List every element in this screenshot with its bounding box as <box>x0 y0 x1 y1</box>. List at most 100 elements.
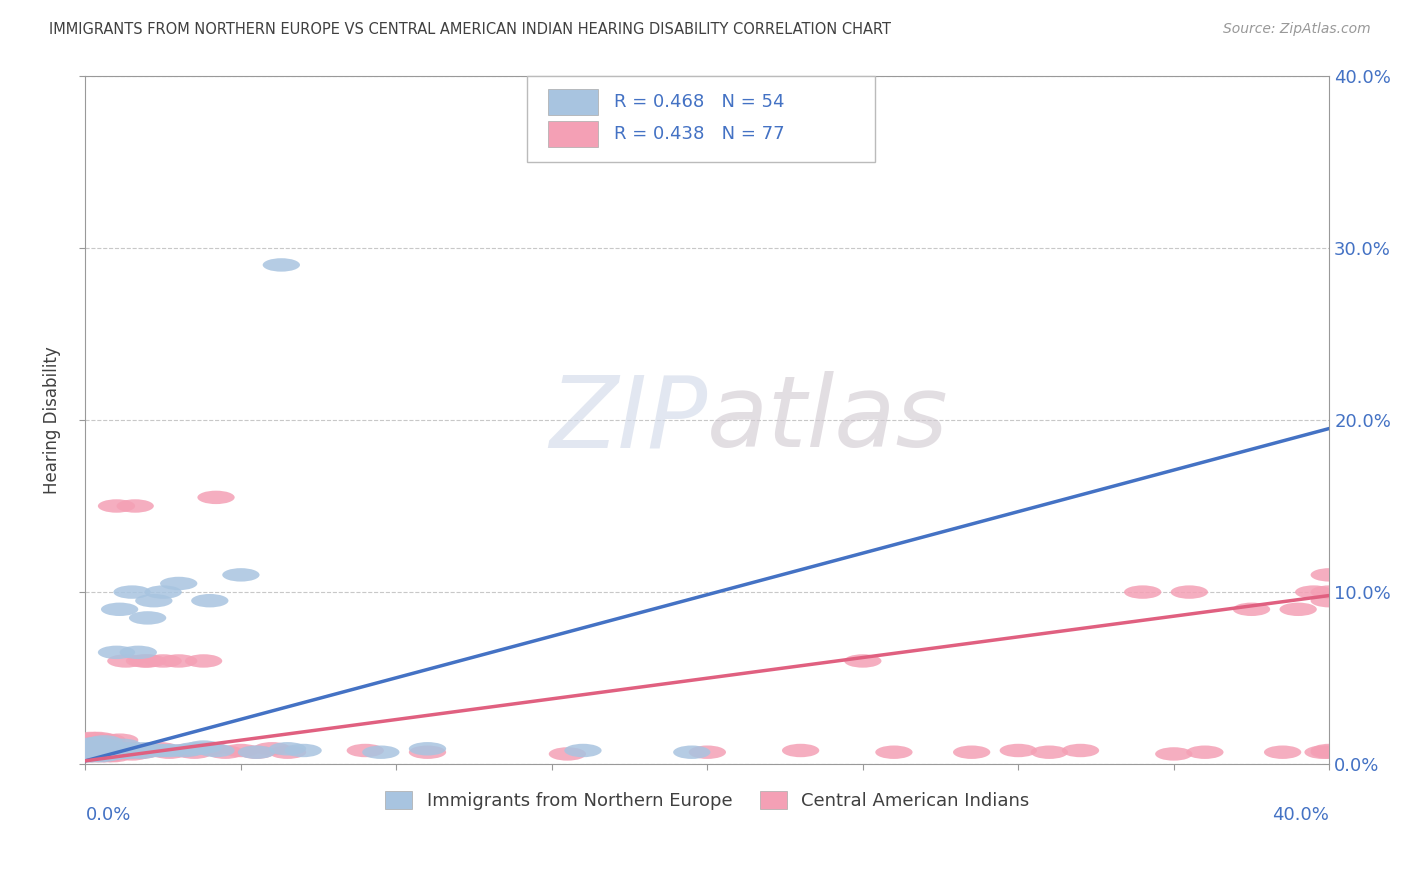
Ellipse shape <box>166 744 204 757</box>
Ellipse shape <box>79 747 117 761</box>
Ellipse shape <box>104 746 142 759</box>
Ellipse shape <box>1310 568 1348 582</box>
Ellipse shape <box>176 742 212 756</box>
Ellipse shape <box>689 746 725 759</box>
Ellipse shape <box>89 742 127 756</box>
Legend: Immigrants from Northern Europe, Central American Indians: Immigrants from Northern Europe, Central… <box>378 783 1036 817</box>
Ellipse shape <box>89 749 127 763</box>
Ellipse shape <box>1295 585 1333 599</box>
Ellipse shape <box>191 594 228 607</box>
Ellipse shape <box>253 742 291 756</box>
Ellipse shape <box>70 749 107 763</box>
Text: ZIP: ZIP <box>550 371 707 468</box>
Ellipse shape <box>129 654 166 668</box>
Ellipse shape <box>86 735 122 748</box>
Ellipse shape <box>263 258 299 272</box>
Ellipse shape <box>1123 585 1161 599</box>
Ellipse shape <box>94 744 132 757</box>
Ellipse shape <box>1310 585 1348 599</box>
Ellipse shape <box>1233 603 1270 616</box>
Ellipse shape <box>238 746 276 759</box>
Ellipse shape <box>98 500 135 513</box>
Ellipse shape <box>160 577 197 591</box>
Ellipse shape <box>238 746 276 759</box>
Ellipse shape <box>91 747 129 761</box>
Ellipse shape <box>101 603 138 616</box>
Ellipse shape <box>89 733 127 747</box>
Ellipse shape <box>1062 744 1099 757</box>
Ellipse shape <box>79 740 117 754</box>
Ellipse shape <box>122 746 160 759</box>
Text: Source: ZipAtlas.com: Source: ZipAtlas.com <box>1223 22 1371 37</box>
Ellipse shape <box>222 568 260 582</box>
Ellipse shape <box>73 746 110 759</box>
Ellipse shape <box>953 746 990 759</box>
Ellipse shape <box>1310 746 1348 759</box>
Ellipse shape <box>73 749 110 763</box>
Ellipse shape <box>127 654 163 668</box>
Ellipse shape <box>1305 746 1341 759</box>
Ellipse shape <box>98 744 135 757</box>
Ellipse shape <box>104 746 142 759</box>
Ellipse shape <box>1156 747 1192 761</box>
Ellipse shape <box>79 737 117 750</box>
Ellipse shape <box>70 744 107 757</box>
Ellipse shape <box>107 742 145 756</box>
Ellipse shape <box>120 646 157 659</box>
Ellipse shape <box>1031 746 1069 759</box>
Ellipse shape <box>142 744 179 757</box>
Ellipse shape <box>94 749 132 763</box>
Text: R = 0.438   N = 77: R = 0.438 N = 77 <box>614 125 785 143</box>
Ellipse shape <box>83 744 120 757</box>
Ellipse shape <box>114 747 150 761</box>
Ellipse shape <box>86 742 122 756</box>
Ellipse shape <box>782 744 820 757</box>
Ellipse shape <box>91 740 129 754</box>
Ellipse shape <box>1264 746 1302 759</box>
FancyBboxPatch shape <box>548 89 598 115</box>
Ellipse shape <box>673 746 710 759</box>
Ellipse shape <box>1000 744 1038 757</box>
Ellipse shape <box>548 747 586 761</box>
Ellipse shape <box>176 746 212 759</box>
Ellipse shape <box>110 746 148 759</box>
Ellipse shape <box>114 742 150 756</box>
Ellipse shape <box>186 654 222 668</box>
Ellipse shape <box>269 746 307 759</box>
Ellipse shape <box>79 731 117 745</box>
Ellipse shape <box>150 746 188 759</box>
Ellipse shape <box>70 737 107 750</box>
Ellipse shape <box>363 746 399 759</box>
Ellipse shape <box>86 747 122 761</box>
Ellipse shape <box>117 500 153 513</box>
Ellipse shape <box>207 746 245 759</box>
Ellipse shape <box>76 749 114 763</box>
Ellipse shape <box>347 744 384 757</box>
Ellipse shape <box>142 742 179 756</box>
Ellipse shape <box>117 744 153 757</box>
Ellipse shape <box>844 654 882 668</box>
Ellipse shape <box>86 740 122 754</box>
Ellipse shape <box>79 747 117 761</box>
Ellipse shape <box>91 742 129 756</box>
Ellipse shape <box>1187 746 1223 759</box>
Ellipse shape <box>186 740 222 754</box>
Ellipse shape <box>150 744 188 757</box>
Ellipse shape <box>76 735 114 748</box>
Ellipse shape <box>83 742 120 756</box>
Ellipse shape <box>83 749 120 763</box>
Ellipse shape <box>129 611 166 624</box>
Ellipse shape <box>73 731 110 745</box>
Ellipse shape <box>1171 585 1208 599</box>
Ellipse shape <box>83 739 120 752</box>
Ellipse shape <box>222 744 260 757</box>
Ellipse shape <box>197 491 235 504</box>
Ellipse shape <box>1310 744 1348 757</box>
Ellipse shape <box>564 744 602 757</box>
Ellipse shape <box>98 646 135 659</box>
Ellipse shape <box>114 585 150 599</box>
Ellipse shape <box>94 742 132 756</box>
Y-axis label: Hearing Disability: Hearing Disability <box>44 346 60 494</box>
Ellipse shape <box>83 749 120 763</box>
Ellipse shape <box>409 746 446 759</box>
